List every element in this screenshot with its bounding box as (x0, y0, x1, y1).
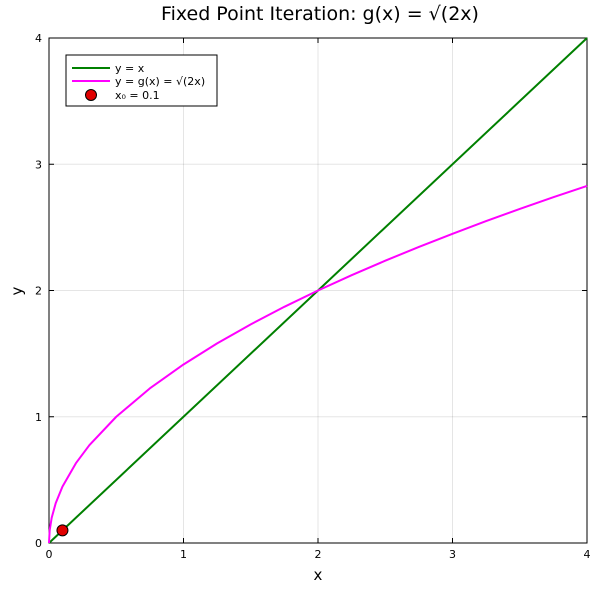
legend-marker-x0 (85, 89, 97, 101)
series-line-1 (48, 185, 588, 544)
legend: y = x y = g(x) = √(2x) x₀ = 0.1 (65, 54, 218, 107)
chart-title: Fixed Point Iteration: g(x) = √(2x) (161, 3, 479, 25)
x-tick-label: 3 (449, 548, 456, 561)
x-tick-label: 2 (315, 548, 322, 561)
y-tick-label: 2 (35, 285, 42, 298)
y-axis-label: y (8, 286, 26, 295)
x-axis-label: x (314, 566, 323, 584)
legend-label-identity: y = x (115, 62, 145, 75)
y-tick-label: 0 (35, 537, 42, 550)
y-tick-label: 3 (35, 158, 42, 171)
y-tick-label: 4 (35, 32, 42, 45)
x-tick-label: 4 (584, 548, 591, 561)
data-point-x0 (56, 524, 69, 537)
y-tick-label: 1 (35, 411, 42, 424)
legend-label-x0: x₀ = 0.1 (115, 89, 160, 102)
points-layer (56, 524, 69, 537)
x-tick-labels: 0 1 2 3 4 (46, 548, 591, 561)
x-tick-label: 1 (180, 548, 187, 561)
x-tick-label: 0 (46, 548, 53, 561)
legend-label-g: y = g(x) = √(2x) (115, 75, 205, 88)
y-tick-labels: 0 1 2 3 4 (35, 32, 42, 550)
series-layer (48, 37, 588, 544)
